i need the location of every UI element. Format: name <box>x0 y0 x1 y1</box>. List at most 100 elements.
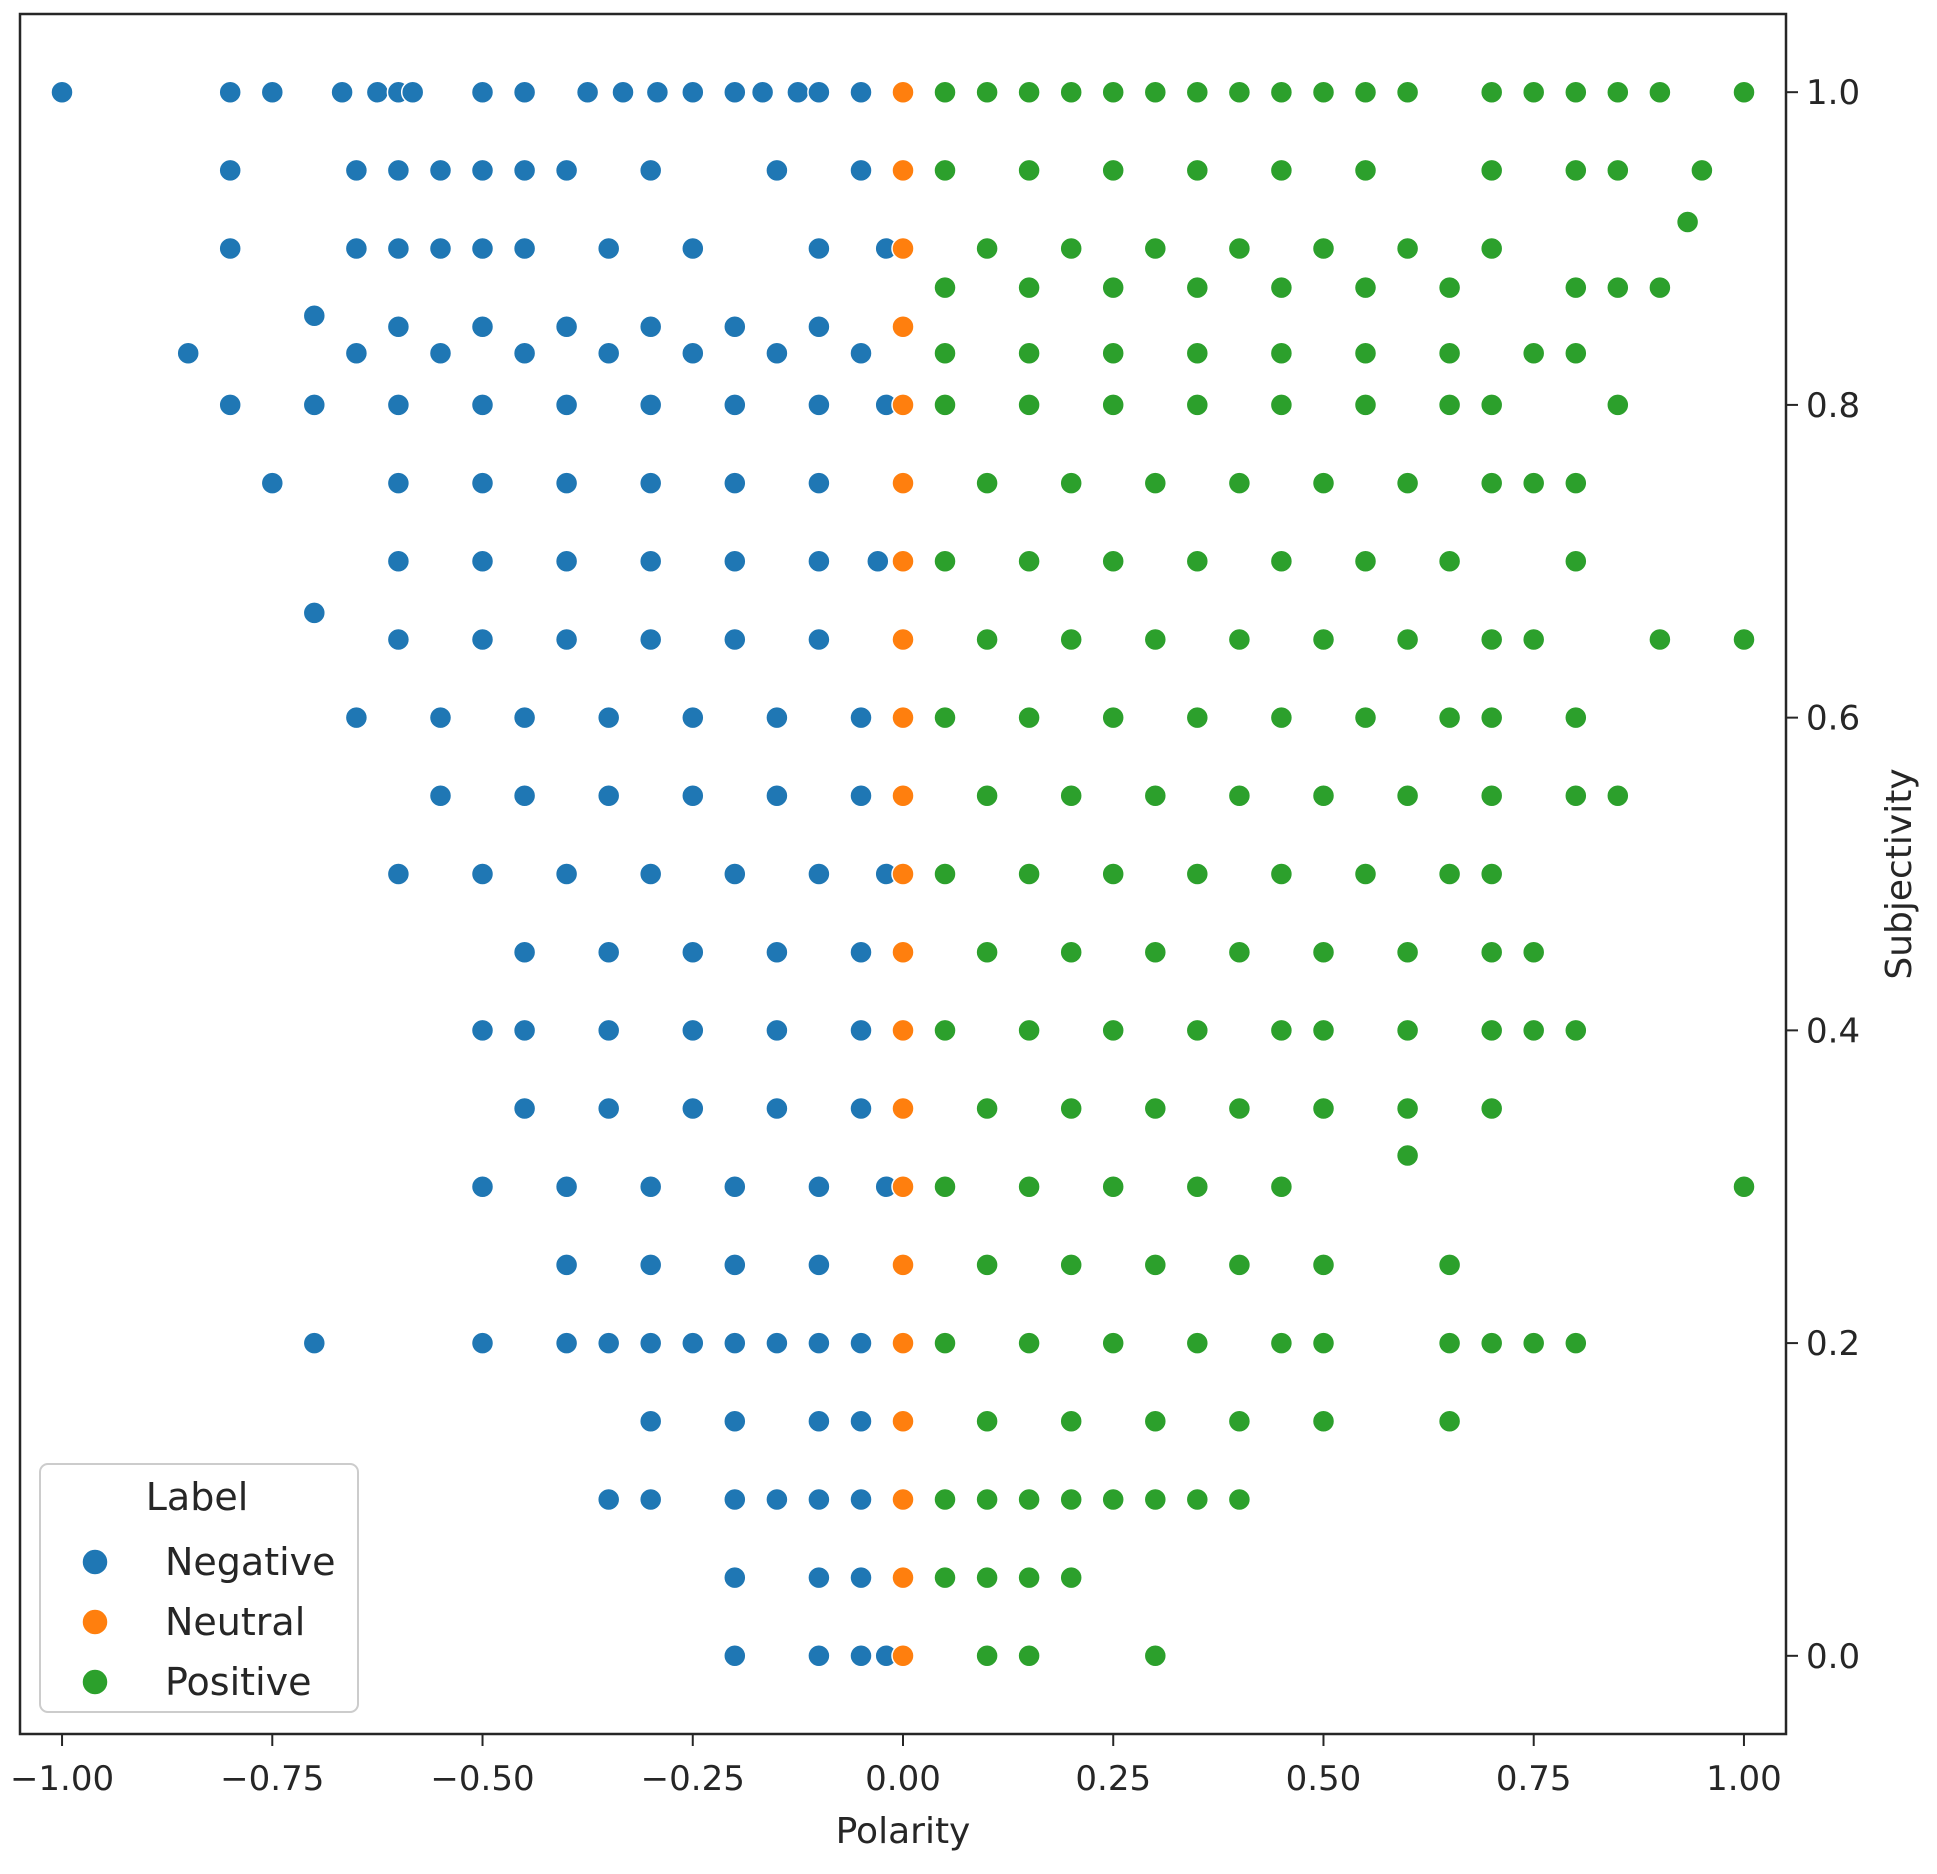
data-point <box>1353 158 1378 183</box>
data-point <box>933 341 957 366</box>
x-axis-ticks: −1.00 −0.75 −0.50 −0.25 0.00 0.25 0.50 0.75 1.00 <box>10 1734 1782 1799</box>
data-point <box>1479 784 1504 808</box>
data-point <box>1017 1644 1041 1668</box>
data-point <box>1479 940 1504 964</box>
points-layer <box>50 80 1756 1668</box>
data-point <box>1143 236 1168 261</box>
data-point <box>1059 1096 1083 1121</box>
data-point <box>1101 1331 1125 1355</box>
data-point <box>723 471 747 495</box>
y-tick-label: 0.6 <box>1806 699 1860 739</box>
data-point <box>807 314 831 339</box>
data-point <box>302 304 327 328</box>
data-point <box>470 236 495 261</box>
data-point <box>386 471 411 495</box>
data-point <box>1479 236 1504 261</box>
data-point <box>750 80 775 104</box>
data-point <box>807 549 831 574</box>
data-point <box>638 627 663 652</box>
data-point <box>470 393 495 417</box>
data-point <box>1059 1409 1083 1434</box>
data-point <box>1564 549 1588 574</box>
data-point <box>1564 1331 1588 1355</box>
legend-box <box>39 1463 359 1713</box>
data-point <box>512 784 537 808</box>
data-point <box>891 1253 915 1277</box>
data-point <box>1185 1174 1210 1199</box>
data-point <box>1479 1018 1504 1043</box>
data-point <box>1311 471 1336 495</box>
data-point <box>849 1096 873 1121</box>
data-point <box>849 158 873 183</box>
data-point <box>1353 549 1378 574</box>
data-point <box>470 862 495 886</box>
data-point <box>1185 1331 1210 1355</box>
data-point <box>1143 80 1168 104</box>
x-tick-label: −0.25 <box>641 1759 745 1799</box>
data-point <box>302 601 327 625</box>
data-point <box>1017 1174 1041 1199</box>
data-point <box>1227 1253 1252 1277</box>
data-point <box>1395 940 1420 964</box>
data-point <box>1227 1096 1252 1121</box>
data-point <box>723 80 747 104</box>
data-point <box>554 862 579 886</box>
data-point <box>344 236 369 261</box>
data-point <box>849 1409 873 1434</box>
data-point <box>1311 236 1336 261</box>
data-point <box>1185 1487 1210 1512</box>
data-point <box>1648 275 1672 300</box>
data-point <box>866 549 890 574</box>
data-point <box>933 1487 957 1512</box>
data-point <box>1564 784 1588 808</box>
data-point <box>849 705 873 730</box>
data-point <box>1395 236 1420 261</box>
data-point <box>1143 1409 1168 1434</box>
data-point <box>386 393 411 417</box>
data-point <box>681 940 705 964</box>
data-point <box>1269 1018 1294 1043</box>
data-point <box>1143 627 1168 652</box>
data-point <box>681 784 705 808</box>
data-point <box>1017 1487 1041 1512</box>
data-point <box>891 1018 915 1043</box>
data-point <box>1479 393 1504 417</box>
data-point <box>596 784 621 808</box>
data-point <box>723 1487 747 1512</box>
series-positive <box>933 80 1756 1668</box>
data-point <box>470 627 495 652</box>
data-point <box>302 393 327 417</box>
data-point <box>344 705 369 730</box>
data-point <box>933 1565 957 1590</box>
data-point <box>1437 1409 1462 1434</box>
data-point <box>330 80 354 104</box>
data-point <box>975 1565 999 1590</box>
data-point <box>807 393 831 417</box>
data-point <box>470 471 495 495</box>
data-point <box>807 1565 831 1590</box>
data-point <box>786 80 810 104</box>
data-point <box>765 1096 789 1121</box>
data-point <box>723 1331 747 1355</box>
data-point <box>891 158 915 183</box>
data-point <box>554 393 579 417</box>
data-point <box>849 940 873 964</box>
data-point <box>1017 80 1041 104</box>
data-point <box>1059 1565 1083 1590</box>
data-point <box>638 158 663 183</box>
data-point <box>1732 80 1756 104</box>
data-point <box>1437 1253 1462 1277</box>
data-point <box>1521 341 1546 366</box>
data-point <box>975 784 999 808</box>
data-point <box>1059 471 1083 495</box>
data-point <box>428 236 453 261</box>
data-point <box>1101 1487 1125 1512</box>
data-point <box>1479 627 1504 652</box>
data-point <box>1101 393 1125 417</box>
data-point <box>1017 393 1041 417</box>
data-point <box>891 393 915 417</box>
data-point <box>1479 471 1504 495</box>
data-point <box>1059 80 1083 104</box>
data-point <box>933 1331 957 1355</box>
data-point <box>723 1565 747 1590</box>
